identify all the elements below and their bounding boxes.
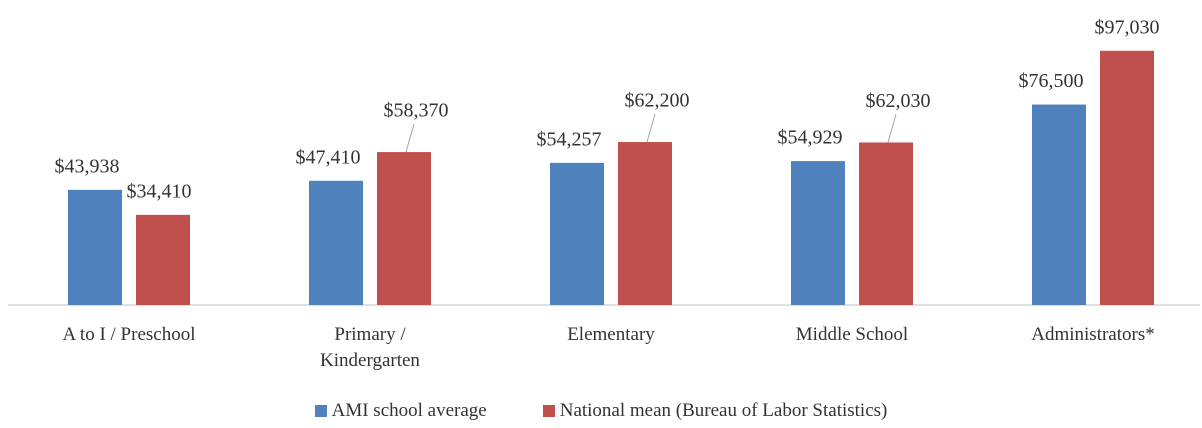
data-label: $54,929 — [778, 127, 843, 149]
leader-line — [887, 114, 897, 143]
bar — [550, 162, 604, 305]
bar — [1032, 104, 1086, 305]
x-tick-label: Primary / Kindergarten — [320, 324, 420, 371]
bar — [309, 180, 363, 305]
bar — [618, 142, 672, 305]
data-label: $54,257 — [537, 128, 602, 150]
data-label: $34,410 — [127, 180, 192, 202]
bar — [136, 214, 190, 305]
bar — [859, 142, 913, 305]
bar — [377, 152, 431, 305]
leader-line — [646, 113, 656, 143]
legend: AMI school average National mean (Bureau … — [0, 400, 1202, 422]
leader-line — [405, 123, 415, 153]
data-label: $62,030 — [866, 90, 931, 112]
legend-label: National mean (Bureau of Labor Statistic… — [559, 400, 888, 421]
x-tick-label: Administrators* — [1031, 324, 1155, 345]
legend-label: AMI school average — [331, 400, 487, 421]
data-label: $58,370 — [384, 100, 449, 122]
legend-swatch — [542, 405, 555, 417]
bar — [1100, 50, 1154, 305]
legend-item: AMI school average — [314, 400, 487, 422]
legend-swatch — [314, 405, 327, 417]
legend-item: National mean (Bureau of Labor Statistic… — [542, 400, 888, 422]
bar — [791, 161, 845, 305]
data-label: $43,938 — [55, 155, 120, 177]
data-label: $97,030 — [1095, 16, 1160, 38]
data-label: $62,200 — [625, 90, 690, 112]
x-tick-label: Elementary — [567, 324, 655, 345]
data-label: $76,500 — [1019, 70, 1084, 92]
bar — [68, 189, 122, 305]
data-label: $47,410 — [296, 146, 361, 168]
x-tick-label: Middle School — [795, 324, 909, 345]
x-tick-label: A to I / Preschool — [62, 324, 196, 345]
